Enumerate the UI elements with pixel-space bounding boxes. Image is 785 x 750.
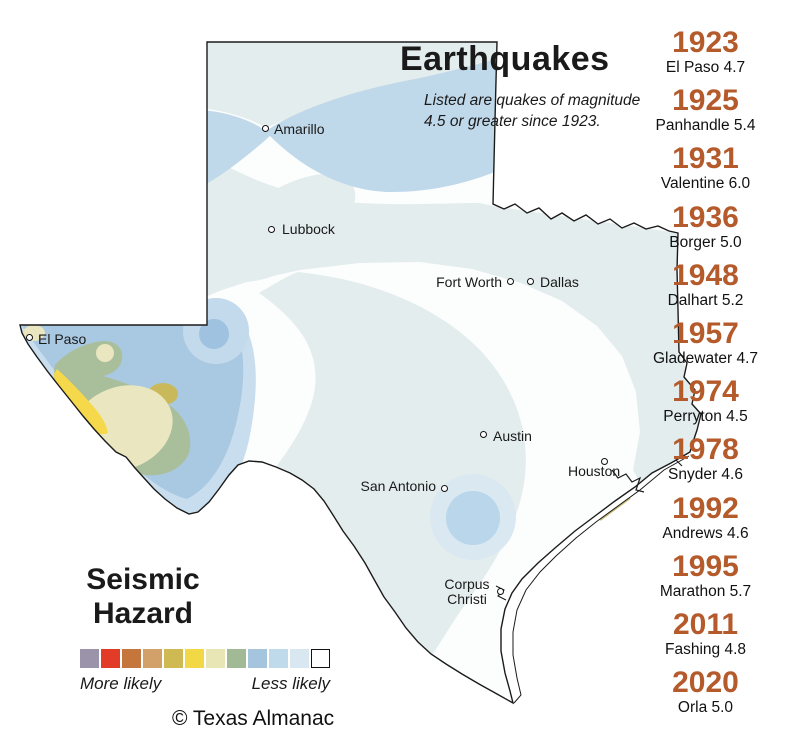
city-label-austin: Austin — [493, 428, 532, 444]
legend-swatch — [185, 649, 204, 668]
legend-title-line-2: Hazard — [92, 597, 194, 630]
barrier-islands-line — [512, 455, 690, 704]
event-entry: 1992 Andrews 4.6 — [638, 493, 773, 551]
event-detail: Perryton 4.5 — [663, 408, 748, 426]
city-dot-fort-worth — [507, 278, 514, 285]
city-label-dallas: Dallas — [540, 274, 579, 290]
city-label-corpus-christi: Corpus Christi — [444, 576, 490, 607]
more-likely-label: More likely — [80, 674, 162, 693]
city-dot-el-paso — [26, 334, 33, 341]
event-year: 1978 — [672, 433, 739, 467]
event-entry: 1974 Perryton 4.5 — [638, 376, 773, 434]
earthquake-events-list: 1923 El Paso 4.7 1925 Panhandle 5.4 1931… — [638, 27, 773, 725]
page-subtitle: Listed are quakes of magnitude 4.5 or gr… — [424, 90, 654, 132]
hazard-zone-central-pale — [259, 272, 526, 655]
city-dot-austin — [480, 431, 487, 438]
city-label-lubbock: Lubbock — [282, 221, 335, 237]
event-detail: Andrews 4.6 — [662, 524, 749, 542]
city-dot-amarillo — [262, 125, 269, 132]
city-dot-corpus-christi — [497, 588, 504, 595]
event-year: 1992 — [672, 491, 739, 525]
hazard-blob-sanantonio-inner — [446, 491, 500, 545]
galveston-strip — [599, 497, 631, 521]
legend-swatch — [122, 649, 141, 668]
event-detail: Fashing 4.8 — [665, 640, 746, 658]
hazard-zone-yellow — [54, 369, 108, 435]
galveston-bay-detail — [611, 469, 645, 493]
event-year: 1931 — [672, 142, 739, 176]
city-dot-lubbock — [268, 226, 275, 233]
city-label-san-antonio: San Antonio — [360, 478, 436, 494]
hazard-zone-panhandle-band — [203, 58, 500, 192]
legend-swatch — [80, 649, 99, 668]
city-label-fort-worth: Fort Worth — [436, 274, 502, 290]
event-detail: Panhandle 5.4 — [655, 117, 756, 135]
legend-swatch — [248, 649, 267, 668]
event-entry: 1923 El Paso 4.7 — [638, 27, 773, 85]
hazard-spot-head — [96, 344, 114, 362]
legend-likely-labels: More likely Less likely — [80, 674, 330, 694]
hazard-blob-northwest-inner — [199, 319, 229, 349]
event-detail: Borger 5.0 — [669, 233, 742, 251]
event-year: 1948 — [672, 258, 739, 292]
event-detail: Marathon 5.7 — [659, 582, 752, 600]
event-entry: 1957 Gladewater 4.7 — [638, 318, 773, 376]
legend-title-line-1: Seismic — [86, 563, 200, 596]
event-entry: 1936 Borger 5.0 — [638, 202, 773, 260]
texas-outline — [19, 41, 702, 705]
event-entry: 1948 Dalhart 5.2 — [638, 260, 773, 318]
hazard-zone-panhandle-top-pale — [203, 42, 500, 128]
legend-title: Seismic Hazard — [72, 563, 214, 631]
legend-swatch — [269, 649, 288, 668]
event-year: 2020 — [672, 666, 739, 700]
sabine-lake-detail — [675, 459, 683, 467]
legend-swatch — [290, 649, 309, 668]
subtitle-line-1: Listed are quakes of magnitude — [424, 92, 641, 109]
event-detail: Dalhart 5.2 — [667, 291, 744, 309]
legend-swatch — [164, 649, 183, 668]
event-year: 1974 — [672, 375, 739, 409]
event-detail: Orla 5.0 — [677, 699, 734, 717]
event-detail: Valentine 6.0 — [660, 175, 751, 193]
copyright-text: © Texas Almanac — [172, 707, 335, 730]
event-year: 1925 — [672, 84, 739, 118]
event-year: 1936 — [672, 200, 739, 234]
city-label-amarillo: Amarillo — [274, 121, 325, 137]
event-entry: 1995 Marathon 5.7 — [638, 551, 773, 609]
legend-swatch — [206, 649, 225, 668]
event-year: 1957 — [672, 316, 739, 350]
event-entry: 1931 Valentine 6.0 — [638, 143, 773, 201]
legend-swatch — [101, 649, 120, 668]
page-title: Earthquakes — [400, 40, 610, 78]
event-entry: 1978 Snyder 4.6 — [638, 434, 773, 492]
event-entry: 2020 Orla 5.0 — [638, 667, 773, 725]
event-detail: El Paso 4.7 — [665, 59, 746, 76]
event-detail: Gladewater 4.7 — [652, 349, 759, 367]
event-year: 2011 — [672, 607, 739, 641]
city-dot-san-antonio — [441, 485, 448, 492]
city-dot-dallas — [527, 278, 534, 285]
event-detail: Snyder 4.6 — [668, 466, 743, 484]
legend-swatch — [143, 649, 162, 668]
legend-swatch — [311, 649, 330, 668]
hazard-zone-lubbock-pale — [214, 174, 356, 282]
city-label-el-paso: El Paso — [38, 331, 87, 347]
less-likely-label: Less likely — [251, 674, 330, 693]
subtitle-line-2: 4.5 or greater since 1923. — [424, 113, 601, 130]
legend-swatch — [227, 649, 246, 668]
city-dot-houston — [601, 458, 608, 465]
city-label-houston: Houston — [568, 463, 621, 479]
legend-swatches — [80, 649, 330, 668]
event-year: 1923 — [672, 26, 739, 59]
event-entry: 1925 Panhandle 5.4 — [638, 85, 773, 143]
event-year: 1995 — [672, 549, 739, 583]
event-entry: 2011 Fashing 4.8 — [638, 609, 773, 667]
